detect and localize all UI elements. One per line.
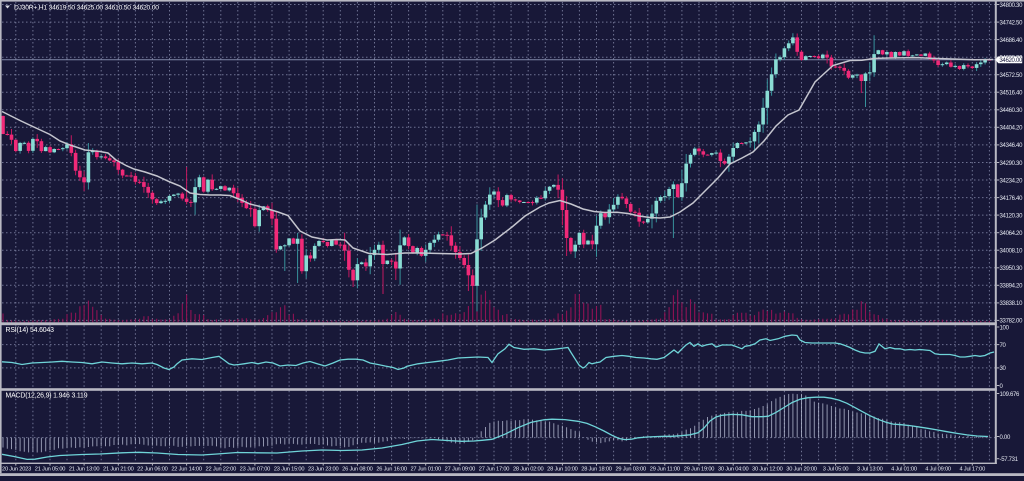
- svg-text:34404.20: 34404.20: [1000, 126, 1024, 132]
- svg-text:34516.40: 34516.40: [1000, 91, 1024, 97]
- svg-text:3 Jul 13:00: 3 Jul 13:00: [857, 466, 883, 472]
- svg-text:0.00: 0.00: [1000, 435, 1011, 441]
- svg-text:70: 70: [1000, 343, 1007, 349]
- svg-text:27 Jun 09:00: 27 Jun 09:00: [445, 466, 476, 472]
- svg-text:34800.30: 34800.30: [1000, 3, 1024, 9]
- svg-text:4 Jul 17:00: 4 Jul 17:00: [959, 466, 985, 472]
- svg-text:21 Jun 13:00: 21 Jun 13:00: [69, 466, 100, 472]
- svg-text:34290.30: 34290.30: [1000, 161, 1024, 167]
- svg-text:-57.731: -57.731: [1000, 457, 1019, 463]
- svg-text:28 Jun 10:00: 28 Jun 10:00: [547, 466, 578, 472]
- svg-text:DJ30R+,H1 34619.50 34625.00 34: DJ30R+,H1 34619.50 34625.00 34610.50 346…: [14, 4, 159, 11]
- svg-text:30 Jun 12:00: 30 Jun 12:00: [752, 466, 783, 472]
- svg-text:26 Jun 16:00: 26 Jun 16:00: [376, 466, 407, 472]
- svg-text:30: 30: [1000, 366, 1007, 372]
- svg-text:30 Jun 20:00: 30 Jun 20:00: [786, 466, 817, 472]
- svg-text:34572.50: 34572.50: [1000, 73, 1024, 79]
- svg-text:27 Jun 01:00: 27 Jun 01:00: [410, 466, 441, 472]
- svg-text:34064.20: 34064.20: [1000, 231, 1024, 237]
- svg-text:34460.30: 34460.30: [1000, 108, 1024, 114]
- svg-text:33838.10: 33838.10: [1000, 301, 1024, 307]
- svg-text:34120.30: 34120.30: [1000, 213, 1024, 219]
- svg-text:MACD(12,26,9) 1.946 3.119: MACD(12,26,9) 1.946 3.119: [6, 393, 88, 400]
- svg-text:33782.00: 33782.00: [1000, 319, 1024, 325]
- svg-text:34234.20: 34234.20: [1000, 178, 1024, 184]
- svg-text:22 Jun 22:00: 22 Jun 22:00: [206, 466, 237, 472]
- svg-text:29 Jun 11:00: 29 Jun 11:00: [650, 466, 680, 472]
- svg-text:4 Jul 09:00: 4 Jul 09:00: [925, 466, 951, 472]
- svg-text:34686.40: 34686.40: [1000, 38, 1024, 44]
- svg-text:29 Jun 03:00: 29 Jun 03:00: [615, 466, 646, 472]
- svg-text:0: 0: [1000, 384, 1004, 390]
- svg-text:23 Jun 07:00: 23 Jun 07:00: [240, 466, 271, 472]
- svg-text:22 Jun 14:00: 22 Jun 14:00: [171, 466, 202, 472]
- svg-text:33950.30: 33950.30: [1000, 266, 1024, 272]
- svg-text:27 Jun 17:00: 27 Jun 17:00: [479, 466, 510, 472]
- svg-text:3 Jul 05:00: 3 Jul 05:00: [823, 466, 849, 472]
- svg-text:20 Jun 2023: 20 Jun 2023: [2, 466, 31, 472]
- svg-text:26 Jun 08:00: 26 Jun 08:00: [342, 466, 373, 472]
- svg-text:100: 100: [1000, 325, 1010, 331]
- svg-text:30 Jun 04:00: 30 Jun 04:00: [718, 466, 749, 472]
- svg-text:34742.50: 34742.50: [1000, 20, 1024, 26]
- svg-text:34176.40: 34176.40: [1000, 196, 1024, 202]
- svg-text:RSI(14) 54.6043: RSI(14) 54.6043: [6, 327, 55, 334]
- svg-text:33894.20: 33894.20: [1000, 284, 1024, 290]
- svg-text:28 Jun 02:00: 28 Jun 02:00: [513, 466, 544, 472]
- svg-text:28 Jun 18:00: 28 Jun 18:00: [581, 466, 612, 472]
- svg-text:23 Jun 15:00: 23 Jun 15:00: [274, 466, 305, 472]
- svg-text:109.676: 109.676: [1000, 392, 1021, 398]
- svg-text:34620.00: 34620.00: [999, 58, 1023, 64]
- svg-text:29 Jun 19:00: 29 Jun 19:00: [684, 466, 715, 472]
- svg-text:23 Jun 23:00: 23 Jun 23:00: [308, 466, 339, 472]
- svg-text:34346.40: 34346.40: [1000, 143, 1024, 149]
- svg-text:21 Jun 21:00: 21 Jun 21:00: [103, 466, 134, 472]
- svg-text:34008.10: 34008.10: [1000, 249, 1024, 255]
- svg-text:22 Jun 06:00: 22 Jun 06:00: [137, 466, 168, 472]
- svg-text:21 Jun 05:00: 21 Jun 05:00: [35, 466, 66, 472]
- svg-text:4 Jul 01:00: 4 Jul 01:00: [891, 466, 917, 472]
